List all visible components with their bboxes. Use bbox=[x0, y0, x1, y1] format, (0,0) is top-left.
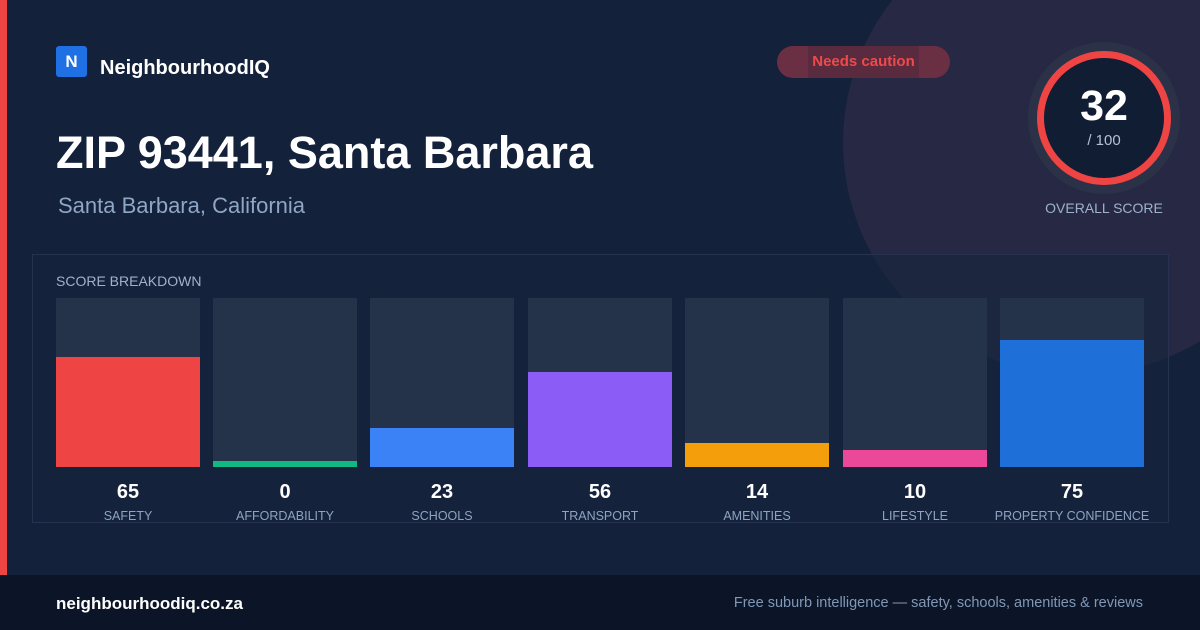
metric-track bbox=[843, 298, 987, 467]
metric-fill bbox=[213, 461, 357, 467]
overall-score-max: / 100 bbox=[1087, 132, 1121, 149]
score-breakdown-heading: SCORE BREAKDOWN bbox=[56, 273, 202, 289]
metric-fill bbox=[56, 357, 200, 467]
metric-track bbox=[528, 298, 672, 467]
score-breakdown-panel: SCORE BREAKDOWN 65 SAFETY 0 AFFORDABILIT… bbox=[32, 254, 1169, 523]
location-subtitle: Santa Barbara, California bbox=[58, 193, 306, 218]
metric-value: 56 bbox=[588, 481, 612, 503]
footer: neighbourhoodiq.co.za Free suburb intell… bbox=[0, 575, 1200, 630]
status-badge: Needs caution bbox=[777, 46, 950, 78]
metric-label: AMENITIES bbox=[723, 509, 791, 523]
metric-label: TRANSPORT bbox=[561, 509, 639, 523]
metric-label: AFFORDABILITY bbox=[236, 509, 334, 523]
overall-score-caption: OVERALL SCORE bbox=[1045, 200, 1163, 216]
metric-label: SCHOOLS bbox=[411, 509, 473, 523]
metric-track bbox=[685, 298, 829, 467]
metric-value: 65 bbox=[116, 481, 140, 503]
left-accent-bar bbox=[0, 0, 7, 575]
metric-affordability: 0 AFFORDABILITY bbox=[213, 298, 357, 524]
metric-amenities: 14 AMENITIES bbox=[685, 298, 829, 524]
metric-fill bbox=[1000, 340, 1144, 467]
metric-track bbox=[370, 298, 514, 467]
logo-icon: N bbox=[56, 46, 87, 77]
metric-value: 10 bbox=[903, 481, 927, 503]
metric-value: 14 bbox=[745, 481, 769, 503]
metric-lifestyle: 10 LIFESTYLE bbox=[843, 298, 987, 524]
metric-track bbox=[1000, 298, 1144, 467]
metric-value: 75 bbox=[1060, 481, 1084, 503]
score-ring bbox=[1037, 51, 1171, 185]
metric-fill bbox=[685, 443, 829, 467]
metric-track bbox=[213, 298, 357, 467]
metric-fill bbox=[370, 428, 514, 467]
metric-label: LIFESTYLE bbox=[882, 509, 948, 523]
page-title: ZIP 93441, Santa Barbara bbox=[56, 127, 593, 178]
metric-fill bbox=[528, 372, 672, 467]
metric-property-confidence: 75 PROPERTY CONFIDENCE bbox=[995, 298, 1149, 524]
footer-tagline: Free suburb intelligence — safety, schoo… bbox=[733, 595, 1143, 611]
logo-letter: N bbox=[65, 51, 78, 71]
metric-schools: 23 SCHOOLS bbox=[370, 298, 514, 524]
status-badge-label: Needs caution bbox=[812, 53, 915, 70]
metric-value: 23 bbox=[430, 481, 454, 503]
metric-track bbox=[56, 298, 200, 467]
overall-score-value: 32 bbox=[1080, 82, 1128, 130]
metric-value: 0 bbox=[279, 481, 291, 503]
footer-domain-link[interactable]: neighbourhoodiq.co.za bbox=[56, 594, 243, 613]
metric-transport: 56 TRANSPORT bbox=[528, 298, 672, 524]
metric-label: SAFETY bbox=[103, 509, 153, 523]
metric-label: PROPERTY CONFIDENCE bbox=[994, 509, 1150, 523]
metric-safety: 65 SAFETY bbox=[56, 298, 200, 524]
brand-name: NeighbourhoodIQ bbox=[100, 57, 270, 79]
metric-fill bbox=[843, 450, 987, 467]
